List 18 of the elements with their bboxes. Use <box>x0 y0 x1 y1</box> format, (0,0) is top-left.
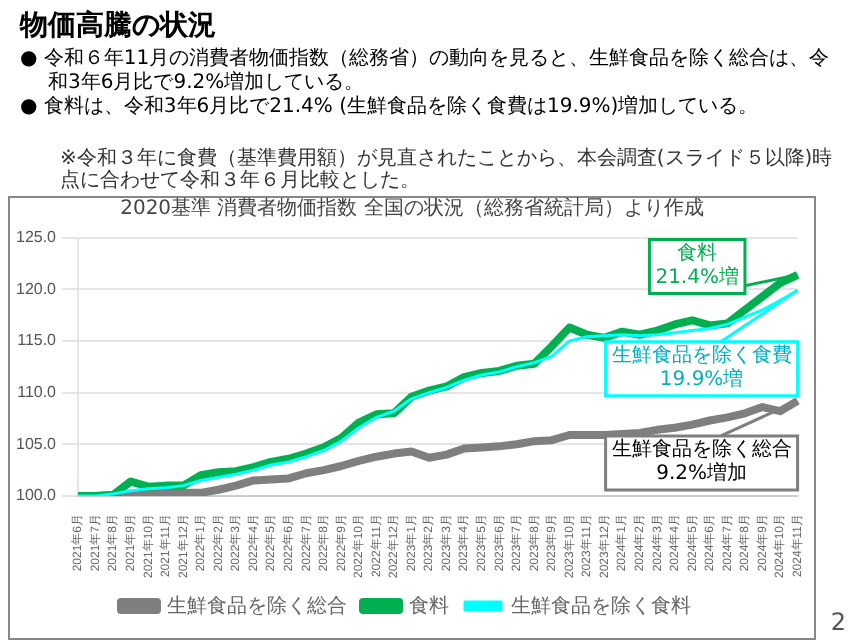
y-tick-label: 100.0 <box>15 486 58 505</box>
y-tick-label: 105.0 <box>15 434 58 453</box>
annotation: 食料 21.4%増 <box>655 240 739 289</box>
legend-label: 生鮮食品を除く食料 <box>511 593 691 618</box>
annotation: 生鮮食品を除く食費 19.9%増 <box>611 342 792 391</box>
text: ● 食料は、令和3年6月比で21.4% (生鮮食品を除く食費は19.9%)増加している。 <box>20 96 761 120</box>
chart-title: 物価高騰の状況 <box>20 8 216 44</box>
y-tick-label: 120.0 <box>15 279 58 298</box>
text: 2 <box>830 608 846 636</box>
legend-label: 生鮮食品を除く総合 <box>167 593 347 618</box>
legend-label: 食料 <box>409 593 449 618</box>
text: ● 令和６年11月の消費者物価指数（総務省）の動向を見ると、生鮮食品を除く総合は、令和3年6月比で9.2%増加している。 <box>20 48 832 95</box>
y-tick-label: 125.0 <box>15 228 58 247</box>
chart-subtitle: 2020基準 消費者物価指数 全国の状況（総務省統計局）より作成 <box>118 198 706 222</box>
annotation: 生鮮食品を除く総合 9.2%増加 <box>611 437 792 486</box>
text: ※令和３年に食費（基準費用額）が見直されたことから、本会調査(スライド５以降)時点に合わせて令和３年６月比較とした。 <box>60 148 835 192</box>
y-tick-label: 115.0 <box>17 331 58 350</box>
y-tick-label: 110.0 <box>17 383 58 402</box>
